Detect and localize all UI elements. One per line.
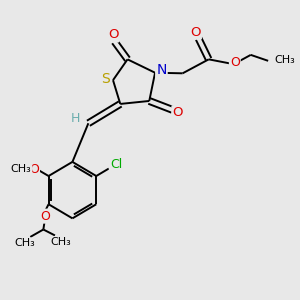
Text: CH₃: CH₃: [50, 237, 71, 247]
Text: CH₃: CH₃: [11, 164, 32, 174]
Text: S: S: [101, 72, 110, 86]
Text: O: O: [29, 163, 39, 176]
Text: CH₃: CH₃: [274, 55, 295, 65]
Text: O: O: [230, 56, 240, 69]
Text: O: O: [108, 28, 118, 41]
Text: Cl: Cl: [110, 158, 122, 171]
Text: CH₃: CH₃: [14, 238, 35, 248]
Text: O: O: [190, 26, 201, 38]
Text: O: O: [40, 210, 50, 223]
Text: N: N: [156, 63, 167, 77]
Text: O: O: [172, 106, 183, 119]
Text: H: H: [70, 112, 80, 125]
